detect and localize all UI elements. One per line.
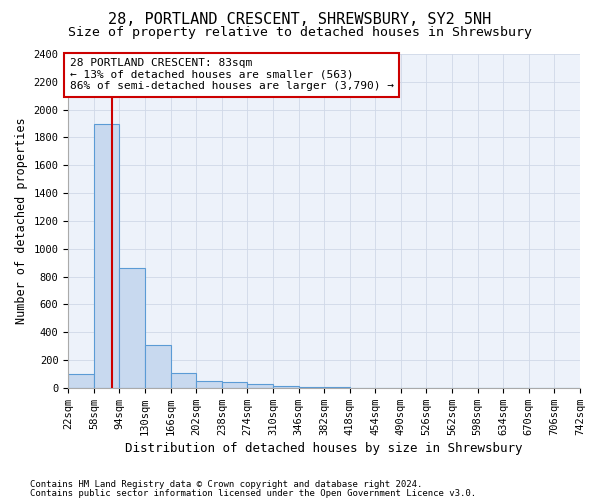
Bar [145,344,170,388]
Bar [247,384,273,388]
Text: Contains HM Land Registry data © Crown copyright and database right 2024.: Contains HM Land Registry data © Crown c… [30,480,422,489]
X-axis label: Distribution of detached houses by size in Shrewsbury: Distribution of detached houses by size … [125,442,523,455]
Text: Size of property relative to detached houses in Shrewsbury: Size of property relative to detached ho… [68,26,532,39]
Bar [324,387,350,388]
Text: Contains public sector information licensed under the Open Government Licence v3: Contains public sector information licen… [30,488,476,498]
Bar [170,372,196,388]
Bar [68,374,94,388]
Bar [94,124,119,388]
Bar [119,268,145,388]
Text: 28 PORTLAND CRESCENT: 83sqm
← 13% of detached houses are smaller (563)
86% of se: 28 PORTLAND CRESCENT: 83sqm ← 13% of det… [70,58,394,92]
Y-axis label: Number of detached properties: Number of detached properties [15,118,28,324]
Bar [196,381,222,388]
Bar [273,386,299,388]
Bar [299,387,324,388]
Text: 28, PORTLAND CRESCENT, SHREWSBURY, SY2 5NH: 28, PORTLAND CRESCENT, SHREWSBURY, SY2 5… [109,12,491,28]
Bar [222,382,247,388]
